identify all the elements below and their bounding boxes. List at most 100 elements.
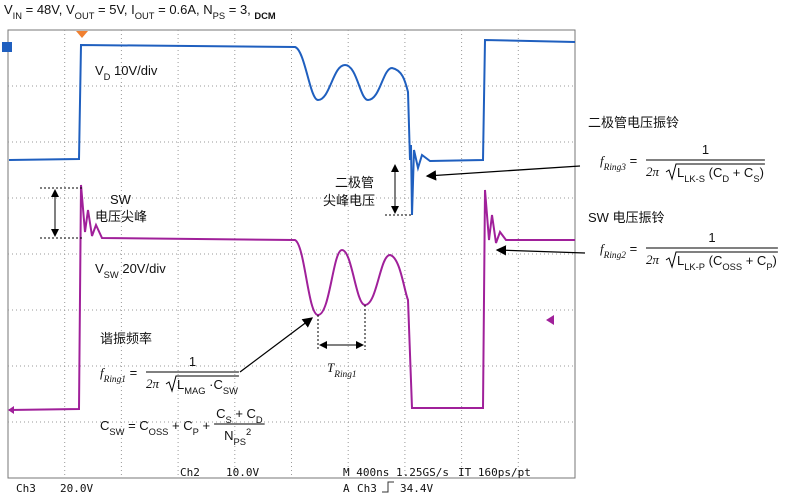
ch3-level-marker	[546, 315, 554, 325]
text-run: fRing3 =	[600, 153, 637, 173]
text: = 3,	[225, 2, 254, 17]
status-text: Ch3	[16, 482, 36, 495]
text: +	[199, 418, 210, 433]
trigger-marker	[76, 31, 88, 38]
label: 尖峰电压	[323, 193, 375, 208]
trigger-edge-icon	[382, 481, 394, 493]
numerator: 1	[708, 230, 715, 245]
text: = 0.6A, N	[155, 2, 213, 17]
subscript: Ring2	[603, 251, 627, 261]
text: + C	[232, 406, 256, 421]
subscript: SW	[109, 427, 124, 437]
label: SW 电压振铃	[588, 210, 665, 225]
subscript: DCM	[254, 11, 275, 21]
text: )	[773, 253, 777, 268]
label: 电压尖峰	[95, 209, 147, 224]
text: + C	[168, 418, 192, 433]
text-run: NPS2	[224, 427, 251, 447]
text-run: TRing1	[327, 360, 357, 380]
text: = 48V, V	[22, 2, 75, 17]
vd-waveform	[8, 38, 576, 216]
denominator: 2π	[646, 164, 660, 179]
subscript: LK-P	[684, 262, 705, 272]
text: =	[126, 365, 137, 380]
text-run: fRing1 =	[100, 365, 137, 385]
text: =	[626, 153, 637, 168]
subscript: MAG	[184, 386, 205, 396]
text: 20V/div	[119, 261, 166, 276]
label: SW	[110, 192, 132, 207]
subscript: Ring3	[603, 163, 627, 173]
subscript: PS	[213, 11, 225, 21]
text: f	[600, 241, 606, 256]
subscript: LK-S	[684, 174, 705, 184]
sqrt-sign	[165, 375, 239, 393]
subscript: S	[225, 415, 231, 425]
text: V	[4, 2, 13, 17]
subscript: Ring1	[333, 370, 356, 380]
scope-grid	[8, 30, 575, 478]
superscript: 2	[246, 427, 251, 437]
ch2-marker	[2, 42, 12, 52]
text: V	[95, 261, 104, 276]
status-text: M 400ns 1.25GS/s	[343, 466, 449, 479]
text: + C	[729, 165, 753, 180]
status-bar	[0, 479, 797, 500]
text: L	[177, 377, 184, 392]
text: L	[677, 253, 684, 268]
text: f	[100, 365, 106, 380]
text-run: LLK-S (CD + CS)	[677, 165, 764, 184]
numerator: 1	[189, 354, 196, 369]
label: 二极管	[335, 175, 374, 190]
text: f	[600, 153, 606, 168]
status-text: 10.0V	[226, 466, 259, 479]
text: C	[216, 406, 225, 421]
subscript: OUT	[135, 11, 155, 21]
text: N	[224, 428, 233, 443]
text-run: LMAG ·CSW	[177, 377, 238, 396]
subscript: SW	[223, 386, 238, 396]
vsw-waveform	[8, 184, 575, 411]
subscript: OSS	[149, 427, 169, 437]
text: = C	[124, 418, 148, 433]
subscript: IN	[13, 11, 22, 21]
subscript: P	[766, 262, 772, 272]
text-run: CS + CD	[216, 406, 263, 425]
subscript: OSS	[722, 262, 742, 272]
text: (C	[705, 253, 722, 268]
status-text: IT 160ps/pt	[458, 466, 531, 479]
text: L	[677, 165, 684, 180]
subscript: PS	[233, 437, 245, 447]
subscript: OUT	[75, 11, 95, 21]
label: 二极管电压振铃	[588, 115, 679, 130]
ring2-arrow	[495, 245, 586, 256]
status-text: Ch2	[180, 466, 200, 479]
text: 10V/div	[110, 63, 157, 78]
sqrt-sign	[665, 163, 765, 181]
status-text: 34.4V	[400, 482, 433, 495]
text: )	[760, 165, 764, 180]
status-text: 20.0V	[60, 482, 93, 495]
subscript: Ring1	[103, 375, 126, 385]
numerator: 1	[702, 142, 709, 157]
text: + C	[742, 253, 766, 268]
subscript: D	[104, 72, 111, 82]
subscript: D	[256, 415, 263, 425]
subscript: SW	[104, 270, 119, 280]
subscript: D	[722, 174, 729, 184]
subscript: S	[753, 174, 759, 184]
status-text: Ch3	[357, 482, 377, 495]
text-run: VIN = 48V, VOUT = 5V, IOUT = 0.6A, NPS =…	[4, 2, 276, 21]
subscript: P	[193, 427, 199, 437]
label: 谐振频率	[100, 331, 152, 346]
text: =	[626, 241, 637, 256]
sqrt-sign	[665, 251, 778, 269]
status-text: A	[343, 482, 350, 495]
denominator: 2π	[146, 376, 160, 391]
ring1-arrow	[239, 317, 314, 373]
text-run: fRing2 =	[600, 241, 637, 261]
ring3-arrow	[425, 165, 581, 181]
text: V	[95, 63, 104, 78]
text-run: VD 10V/div	[95, 63, 158, 82]
